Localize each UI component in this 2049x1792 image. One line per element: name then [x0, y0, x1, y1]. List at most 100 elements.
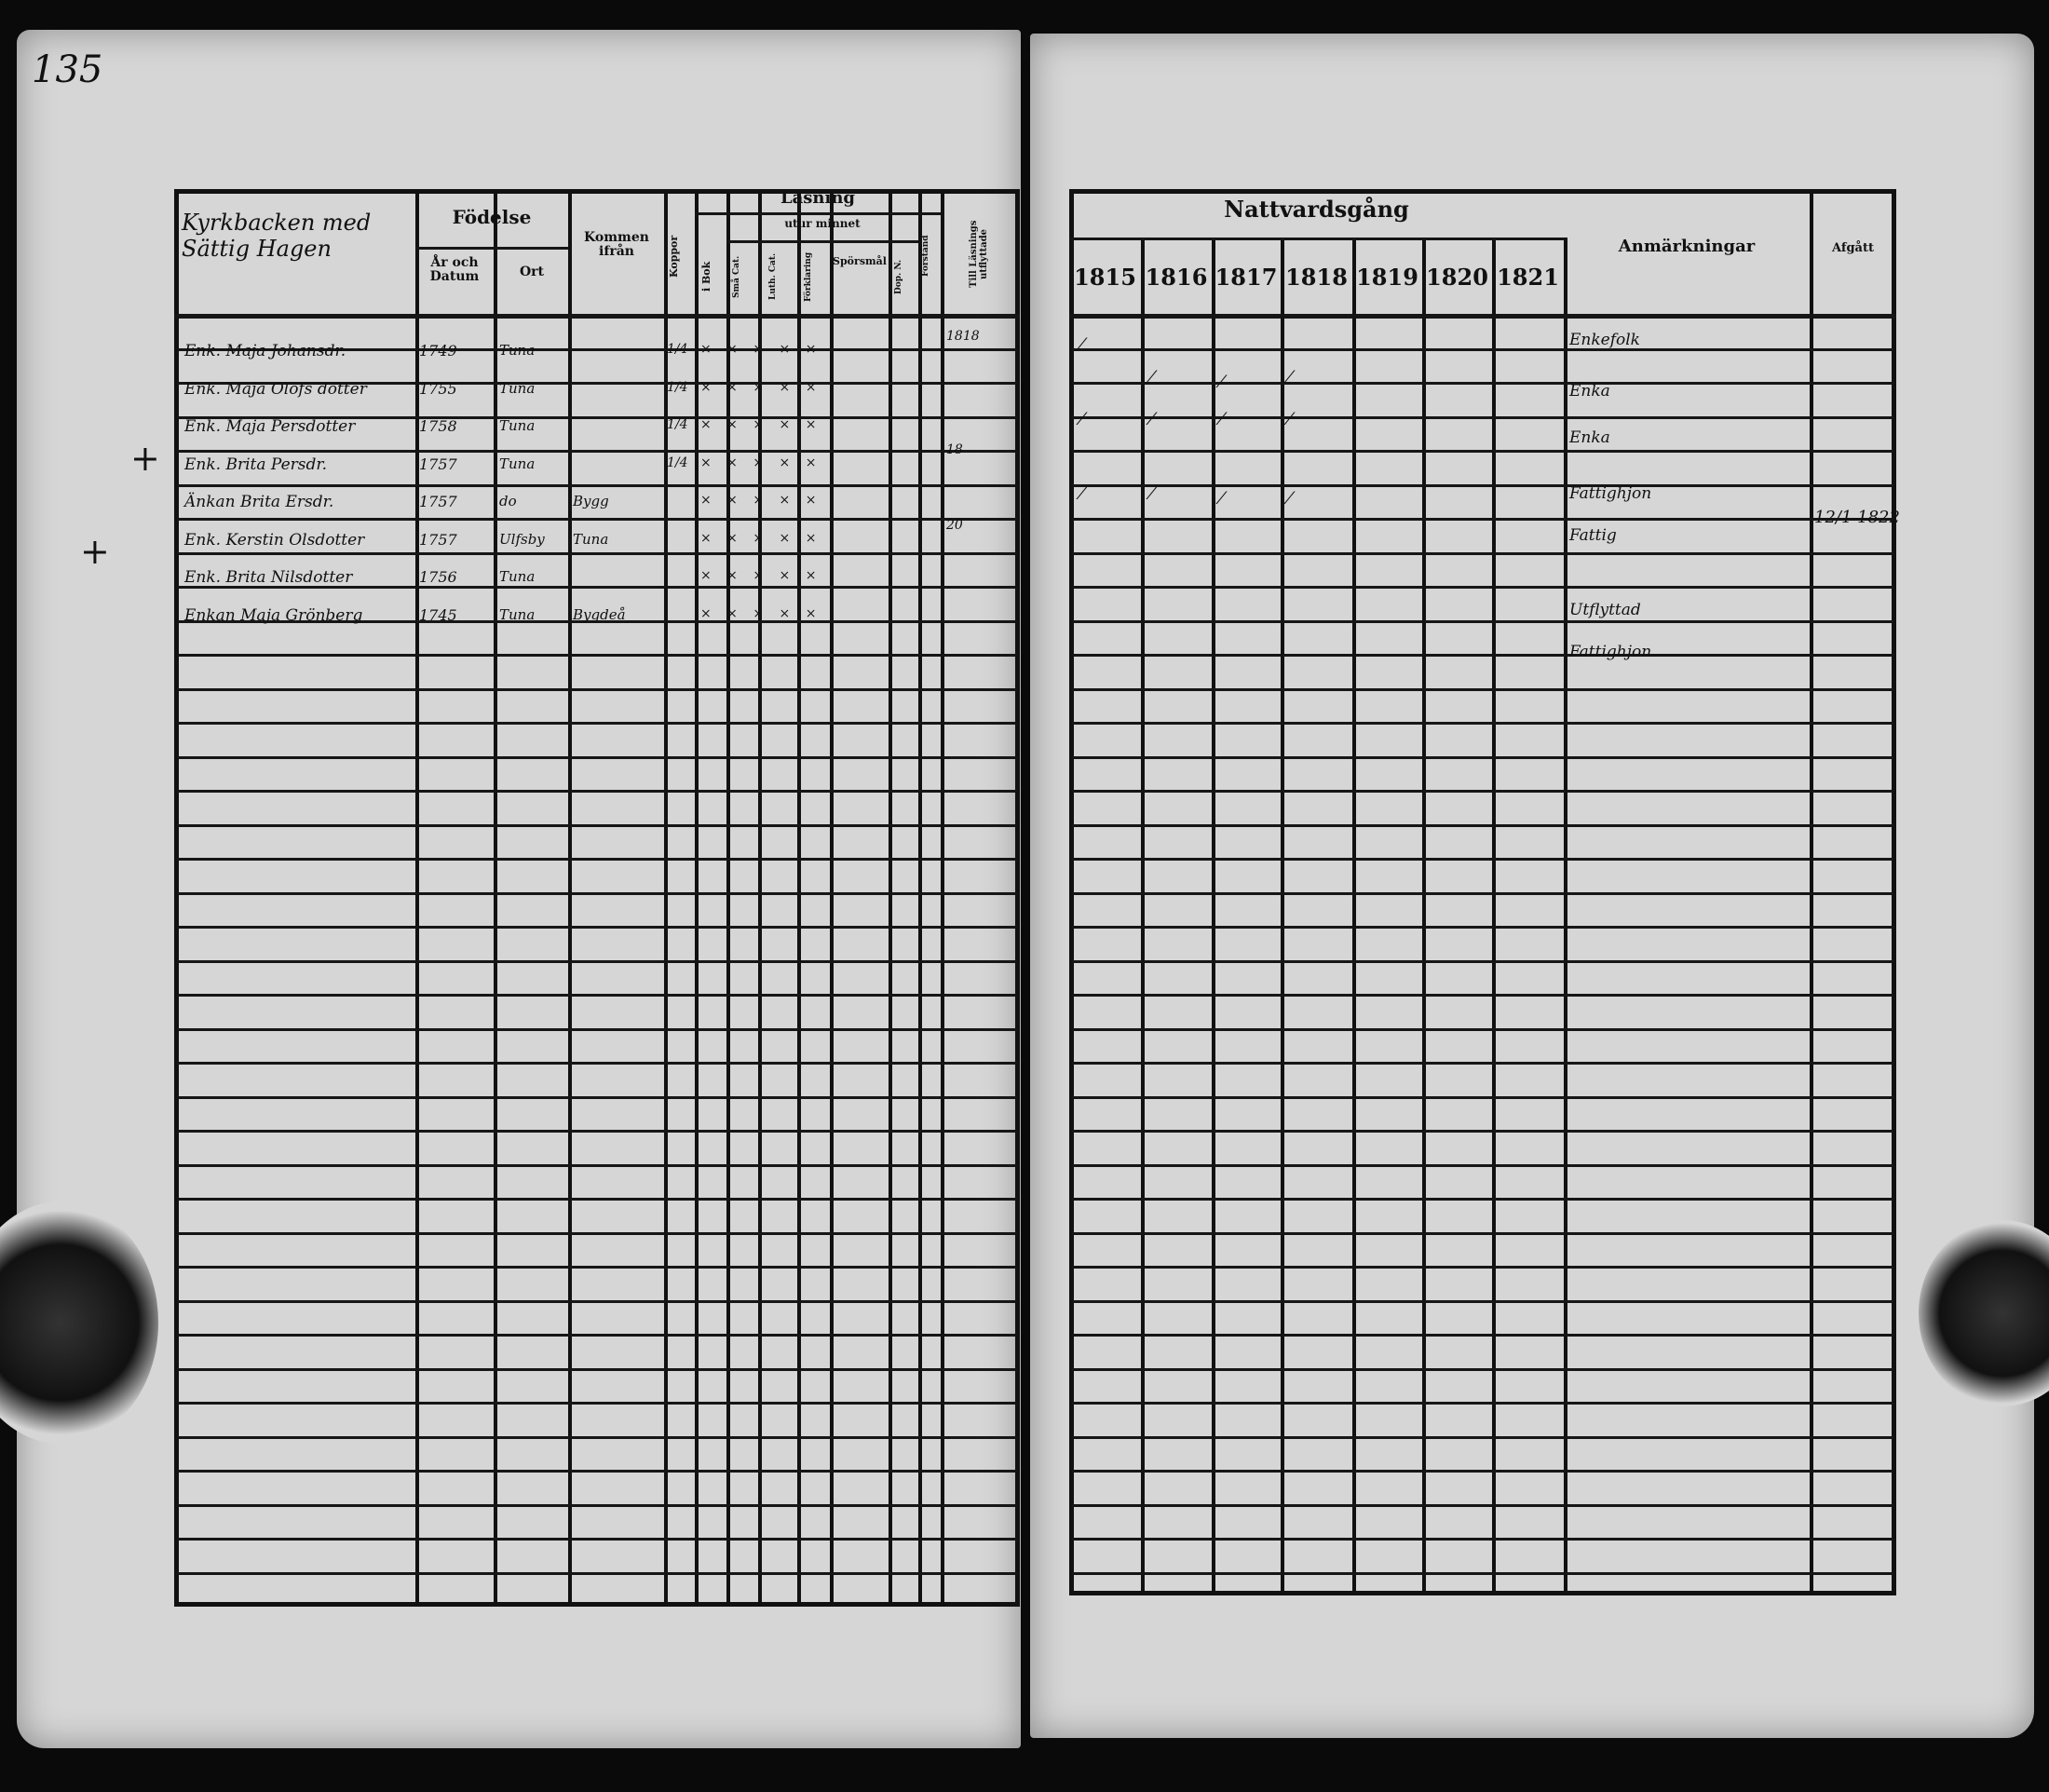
row-line — [1072, 926, 1893, 929]
communion-mark: ⁄ — [1080, 335, 1084, 355]
row-line — [1072, 755, 1893, 759]
header-from-memory: utur minnet — [784, 217, 861, 230]
entry-birth-place: Tuna — [499, 568, 536, 586]
row-line — [177, 1503, 1017, 1507]
row-line — [1072, 823, 1893, 827]
remark-entry: Enka — [1569, 382, 1610, 400]
entry-came-from: Tuna — [573, 530, 609, 548]
row-line — [1072, 415, 1893, 419]
header-bottom-line — [1069, 314, 1896, 319]
reading-marks: × × × × × — [700, 493, 822, 509]
header-luth-cat: Luth. Cat. — [768, 252, 778, 301]
row-line — [177, 1470, 1017, 1473]
entry-smallpox: 1/4 — [667, 455, 688, 470]
communion-mark: ⁄ — [1220, 410, 1224, 429]
remark-entry: Enkefolk — [1569, 331, 1640, 349]
row-line — [1072, 687, 1893, 691]
row-line — [1072, 586, 1893, 589]
cross-mark: + — [130, 438, 160, 479]
reading-marks: × × × × × — [700, 342, 822, 358]
row-line — [1072, 1538, 1893, 1541]
row-line — [1072, 1095, 1893, 1099]
row-line — [1072, 1367, 1893, 1371]
header-dop: Dop. N. — [894, 259, 903, 294]
column-divider — [726, 189, 730, 1605]
remark-entry: Fattighjon — [1569, 484, 1652, 503]
row-line — [1072, 1402, 1893, 1405]
row-line — [177, 926, 1017, 929]
row-line — [1072, 1027, 1893, 1031]
column-divider — [664, 189, 668, 1605]
entry-birth-date: 1755 — [419, 379, 457, 398]
row-line — [177, 382, 1017, 385]
row-line — [177, 619, 1017, 623]
row-line — [1072, 450, 1893, 453]
row-line — [177, 347, 1017, 351]
entry-birth-place: do — [499, 493, 517, 510]
row-line — [177, 1130, 1017, 1133]
row-line — [177, 1402, 1017, 1405]
page-number: 135 — [32, 48, 103, 91]
entry-name: Enk. Brita Persdr. — [184, 455, 328, 474]
column-divider — [1281, 238, 1284, 1595]
row-line — [177, 1266, 1017, 1269]
header-explanation: Förklaring — [804, 251, 813, 302]
reading-marks: × × × × × — [700, 417, 822, 433]
header-year-1815: 1815 — [1074, 264, 1136, 291]
remark-entry: Enka — [1569, 428, 1610, 447]
reading-marks: × × × × × — [700, 530, 822, 546]
communion-mark: ⁄ — [1150, 368, 1154, 387]
row-line — [1072, 1062, 1893, 1065]
row-line — [1072, 1334, 1893, 1337]
entry-name: Änkan Brita Ersdr. — [184, 493, 334, 512]
row-line — [177, 654, 1017, 657]
entry-smallpox: 1/4 — [667, 417, 688, 433]
header-year-1820: 1820 — [1426, 264, 1488, 291]
row-line — [177, 1163, 1017, 1167]
row-line — [177, 687, 1017, 691]
row-line — [1072, 1299, 1893, 1303]
entry-birth-date: 1758 — [419, 417, 457, 436]
row-line — [1072, 790, 1893, 793]
header-divider — [1069, 238, 1564, 240]
row-line — [1072, 347, 1893, 351]
row-line — [177, 551, 1017, 555]
row-line — [177, 790, 1017, 793]
row-line — [177, 1062, 1017, 1065]
communion-mark: ⁄ — [1220, 489, 1224, 509]
left-register-table — [174, 189, 1020, 1607]
right-register-table — [1069, 189, 1896, 1595]
communion-mark: ⁄ — [1220, 373, 1224, 392]
header-remarks: Anmärkningar — [1618, 237, 1756, 256]
row-line — [1072, 994, 1893, 997]
row-line — [177, 1198, 1017, 1201]
cross-mark: + — [80, 531, 110, 572]
row-line — [177, 891, 1017, 895]
column-divider — [1492, 238, 1496, 1595]
entry-name: Enk. Maja Olofs dotter — [184, 379, 367, 399]
header-moved-out: Till Läsnings utflyttade — [969, 220, 989, 288]
row-line — [1072, 619, 1893, 623]
column-divider — [695, 189, 699, 1605]
remark-entry: Fattig — [1569, 526, 1617, 545]
row-line — [177, 755, 1017, 759]
header-birth: Födelse — [452, 206, 532, 228]
row-line — [177, 858, 1017, 861]
entry-name: Enk. Brita Nilsdotter — [184, 568, 353, 588]
row-line — [1072, 1198, 1893, 1201]
entry-name: Enk. Maja Johansdr. — [184, 342, 346, 361]
row-line — [177, 1367, 1017, 1371]
header-understanding: Förstånd — [921, 235, 930, 278]
header-came-from: Kommen ifrån — [584, 230, 649, 260]
entry-came-from: Bygdeå — [573, 605, 626, 623]
entry-note: 18 — [946, 441, 963, 457]
column-divider — [941, 189, 944, 1605]
column-divider — [758, 189, 762, 1605]
entry-birth-date: 1757 — [419, 530, 457, 549]
row-line — [177, 518, 1017, 521]
departed-note: 12/1 1822 — [1814, 508, 1900, 527]
entry-birth-date: 1756 — [419, 568, 457, 587]
row-line — [1072, 1470, 1893, 1473]
row-line — [1072, 858, 1893, 861]
entry-birth-place: Tuna — [499, 455, 536, 472]
